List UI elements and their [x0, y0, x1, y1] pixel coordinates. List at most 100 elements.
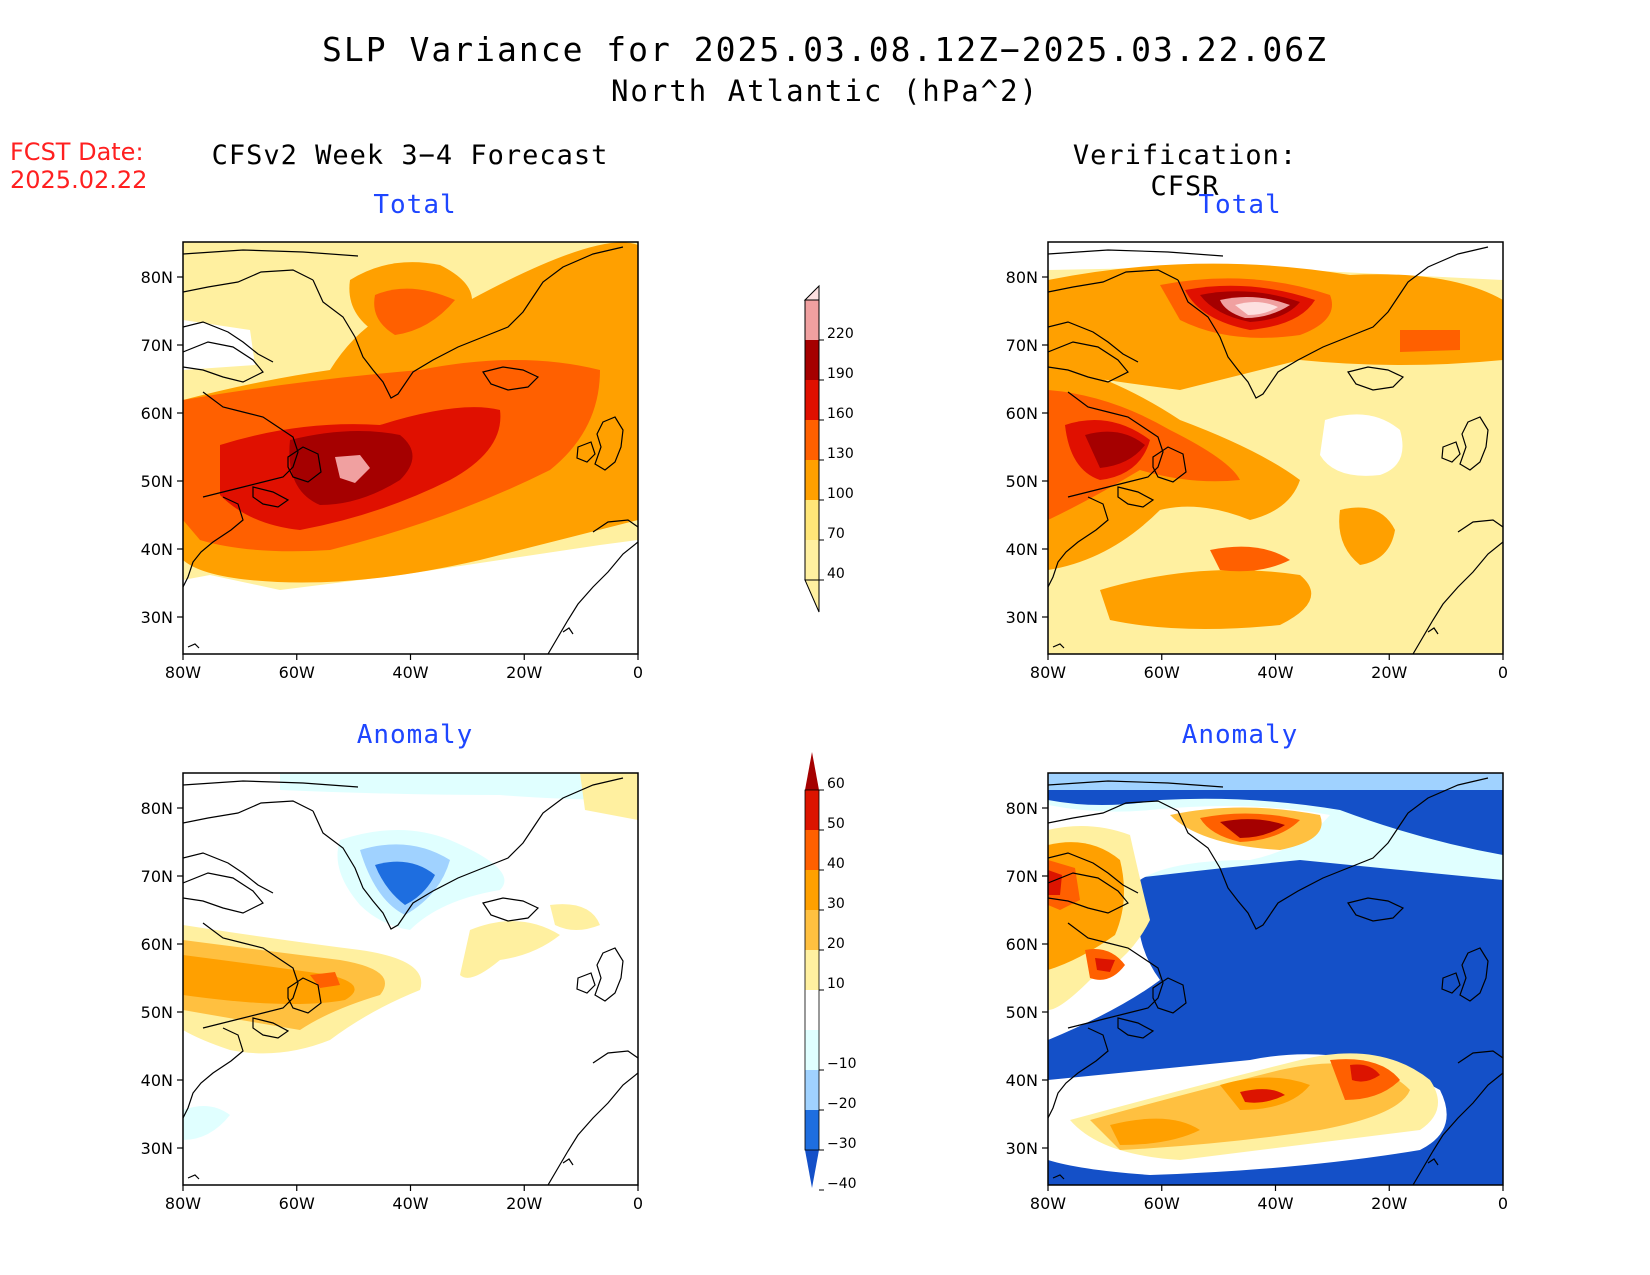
- colorbar-level-label: −30: [827, 1136, 857, 1152]
- lon-tick-label: 40W: [1257, 663, 1293, 682]
- lon-tick-label: 40W: [392, 663, 428, 682]
- lat-tick-label: 60N: [141, 404, 173, 423]
- colorbar-level-label: 40: [827, 566, 845, 582]
- verification-total-label: Total: [1198, 190, 1282, 220]
- lat-tick-label: 30N: [141, 608, 173, 627]
- lat-tick-label: 80N: [1006, 268, 1038, 287]
- colorbar-swatch: [805, 790, 819, 830]
- colorbar-swatch: [805, 830, 819, 870]
- lon-tick-label: 80W: [165, 1194, 201, 1213]
- lon-tick-label: 60W: [1144, 663, 1180, 682]
- colorbar-swatch: [805, 910, 819, 950]
- verification-column-title: Verification: CFSR: [1072, 140, 1298, 202]
- colorbar-swatch: [805, 420, 819, 460]
- colorbar-level-label: 10: [827, 976, 845, 992]
- colorbar-level-label: −20: [827, 1096, 857, 1112]
- forecast-total-label: Total: [373, 190, 457, 220]
- lon-tick-label: 80W: [1030, 663, 1066, 682]
- colorbar-swatch: [805, 300, 819, 340]
- lon-tick-label: 0: [633, 663, 643, 682]
- lat-tick-label: 80N: [141, 268, 173, 287]
- lat-tick-label: 30N: [141, 1139, 173, 1158]
- verification-total-map: [1047, 241, 1504, 655]
- lat-tick-label: 50N: [141, 472, 173, 491]
- axis-ticks: 80N 70N 60N 50N 40N 30N 80W 60W 40W 20W 0 80N 70N 60N…: [141, 268, 1508, 1213]
- lat-tick-label: 50N: [1006, 472, 1038, 491]
- forecast-total-map: [182, 241, 639, 655]
- colorbar-level-label: 220: [827, 326, 854, 342]
- fcst-date-label: FCST Date:: [10, 138, 144, 166]
- colorbar-level-label: 70: [827, 526, 845, 542]
- lon-tick-label: 20W: [1371, 663, 1407, 682]
- lat-tick-label: 30N: [1006, 1139, 1038, 1158]
- colorbar-level-label: 60: [827, 776, 845, 792]
- colorbar-swatch: [805, 1070, 819, 1110]
- fcst-date-value: 2025.02.22: [10, 166, 148, 194]
- colorbar-swatch: [805, 500, 819, 540]
- chart-subtitle: North Atlantic (hPa^2): [610, 74, 1040, 108]
- colorbar-min-arrow: [805, 1150, 819, 1188]
- lon-tick-label: 0: [1498, 1194, 1508, 1213]
- lon-tick-label: 60W: [1144, 1194, 1180, 1213]
- lon-tick-label: 20W: [506, 1194, 542, 1213]
- anomaly-colorbar: 60 50 40 30 20 10 −10 −20 −30 −40: [804, 752, 857, 1192]
- colorbar-level-label: −40: [827, 1176, 857, 1192]
- colorbar-level-label: 50: [827, 816, 845, 832]
- colorbar-level-label: 160: [827, 406, 854, 422]
- chart-title: SLP Variance for 2025.03.08.12Z−2025.03.…: [322, 30, 1328, 69]
- lon-tick-label: 60W: [279, 663, 315, 682]
- forecast-anomaly-map: [182, 772, 639, 1186]
- lon-tick-label: 40W: [392, 1194, 428, 1213]
- lon-tick-label: 0: [1498, 663, 1508, 682]
- colorbar-level-label: 30: [827, 896, 845, 912]
- colorbar-swatch: [805, 1030, 819, 1070]
- lat-tick-label: 40N: [1006, 1071, 1038, 1090]
- lat-tick-label: 80N: [141, 799, 173, 818]
- colorbar-level-label: 100: [827, 486, 854, 502]
- colorbar-swatch: [805, 340, 819, 380]
- colorbar-swatch: [805, 460, 819, 500]
- lon-tick-label: 0: [633, 1194, 643, 1213]
- lon-tick-label: 80W: [1030, 1194, 1066, 1213]
- lon-tick-label: 80W: [165, 663, 201, 682]
- colorbar-swatch: [805, 950, 819, 990]
- verification-anomaly-label: Anomaly: [1181, 720, 1299, 750]
- colorbar-level-label: 130: [827, 446, 854, 462]
- colorbar-level-label: 190: [827, 366, 854, 382]
- colorbar-swatch: [805, 380, 819, 420]
- verification-anomaly-map: [1047, 772, 1504, 1186]
- colorbar-level-label: 40: [827, 856, 845, 872]
- lon-tick-label: 20W: [1371, 1194, 1407, 1213]
- colorbar-level-label: −10: [827, 1056, 857, 1072]
- lat-tick-label: 40N: [1006, 540, 1038, 559]
- colorbar-swatch: [805, 540, 819, 580]
- total-colorbar: 40 70 100 130 160 190 220: [803, 284, 854, 613]
- lat-tick-label: 60N: [1006, 404, 1038, 423]
- lat-tick-label: 60N: [1006, 935, 1038, 954]
- lon-tick-label: 40W: [1257, 1194, 1293, 1213]
- lat-tick-label: 40N: [141, 540, 173, 559]
- lat-tick-label: 40N: [141, 1071, 173, 1090]
- colorbar-max-arrow: [805, 752, 819, 790]
- forecast-anomaly-label: Anomaly: [356, 720, 474, 750]
- lat-tick-label: 70N: [1006, 867, 1038, 886]
- lat-tick-label: 30N: [1006, 608, 1038, 627]
- colorbar-swatch: [805, 1110, 819, 1150]
- colorbar-swatch: [805, 990, 819, 1030]
- colorbar-level-label: 20: [827, 936, 845, 952]
- lat-tick-label: 70N: [141, 336, 173, 355]
- forecast-date-block: FCST Date: 2025.02.22: [10, 138, 147, 194]
- lat-tick-label: 80N: [1006, 799, 1038, 818]
- lat-tick-label: 50N: [141, 1003, 173, 1022]
- lat-tick-label: 60N: [141, 935, 173, 954]
- colorbar-max-arrow: [803, 284, 820, 301]
- lat-tick-label: 70N: [141, 867, 173, 886]
- colorbar-swatch: [805, 870, 819, 910]
- lon-tick-label: 20W: [506, 663, 542, 682]
- lon-tick-label: 60W: [279, 1194, 315, 1213]
- forecast-column-title: CFSv2 Week 3−4 Forecast: [211, 140, 609, 171]
- lat-tick-label: 50N: [1006, 1003, 1038, 1022]
- colorbar-min-arrow: [804, 579, 820, 613]
- lat-tick-label: 70N: [1006, 336, 1038, 355]
